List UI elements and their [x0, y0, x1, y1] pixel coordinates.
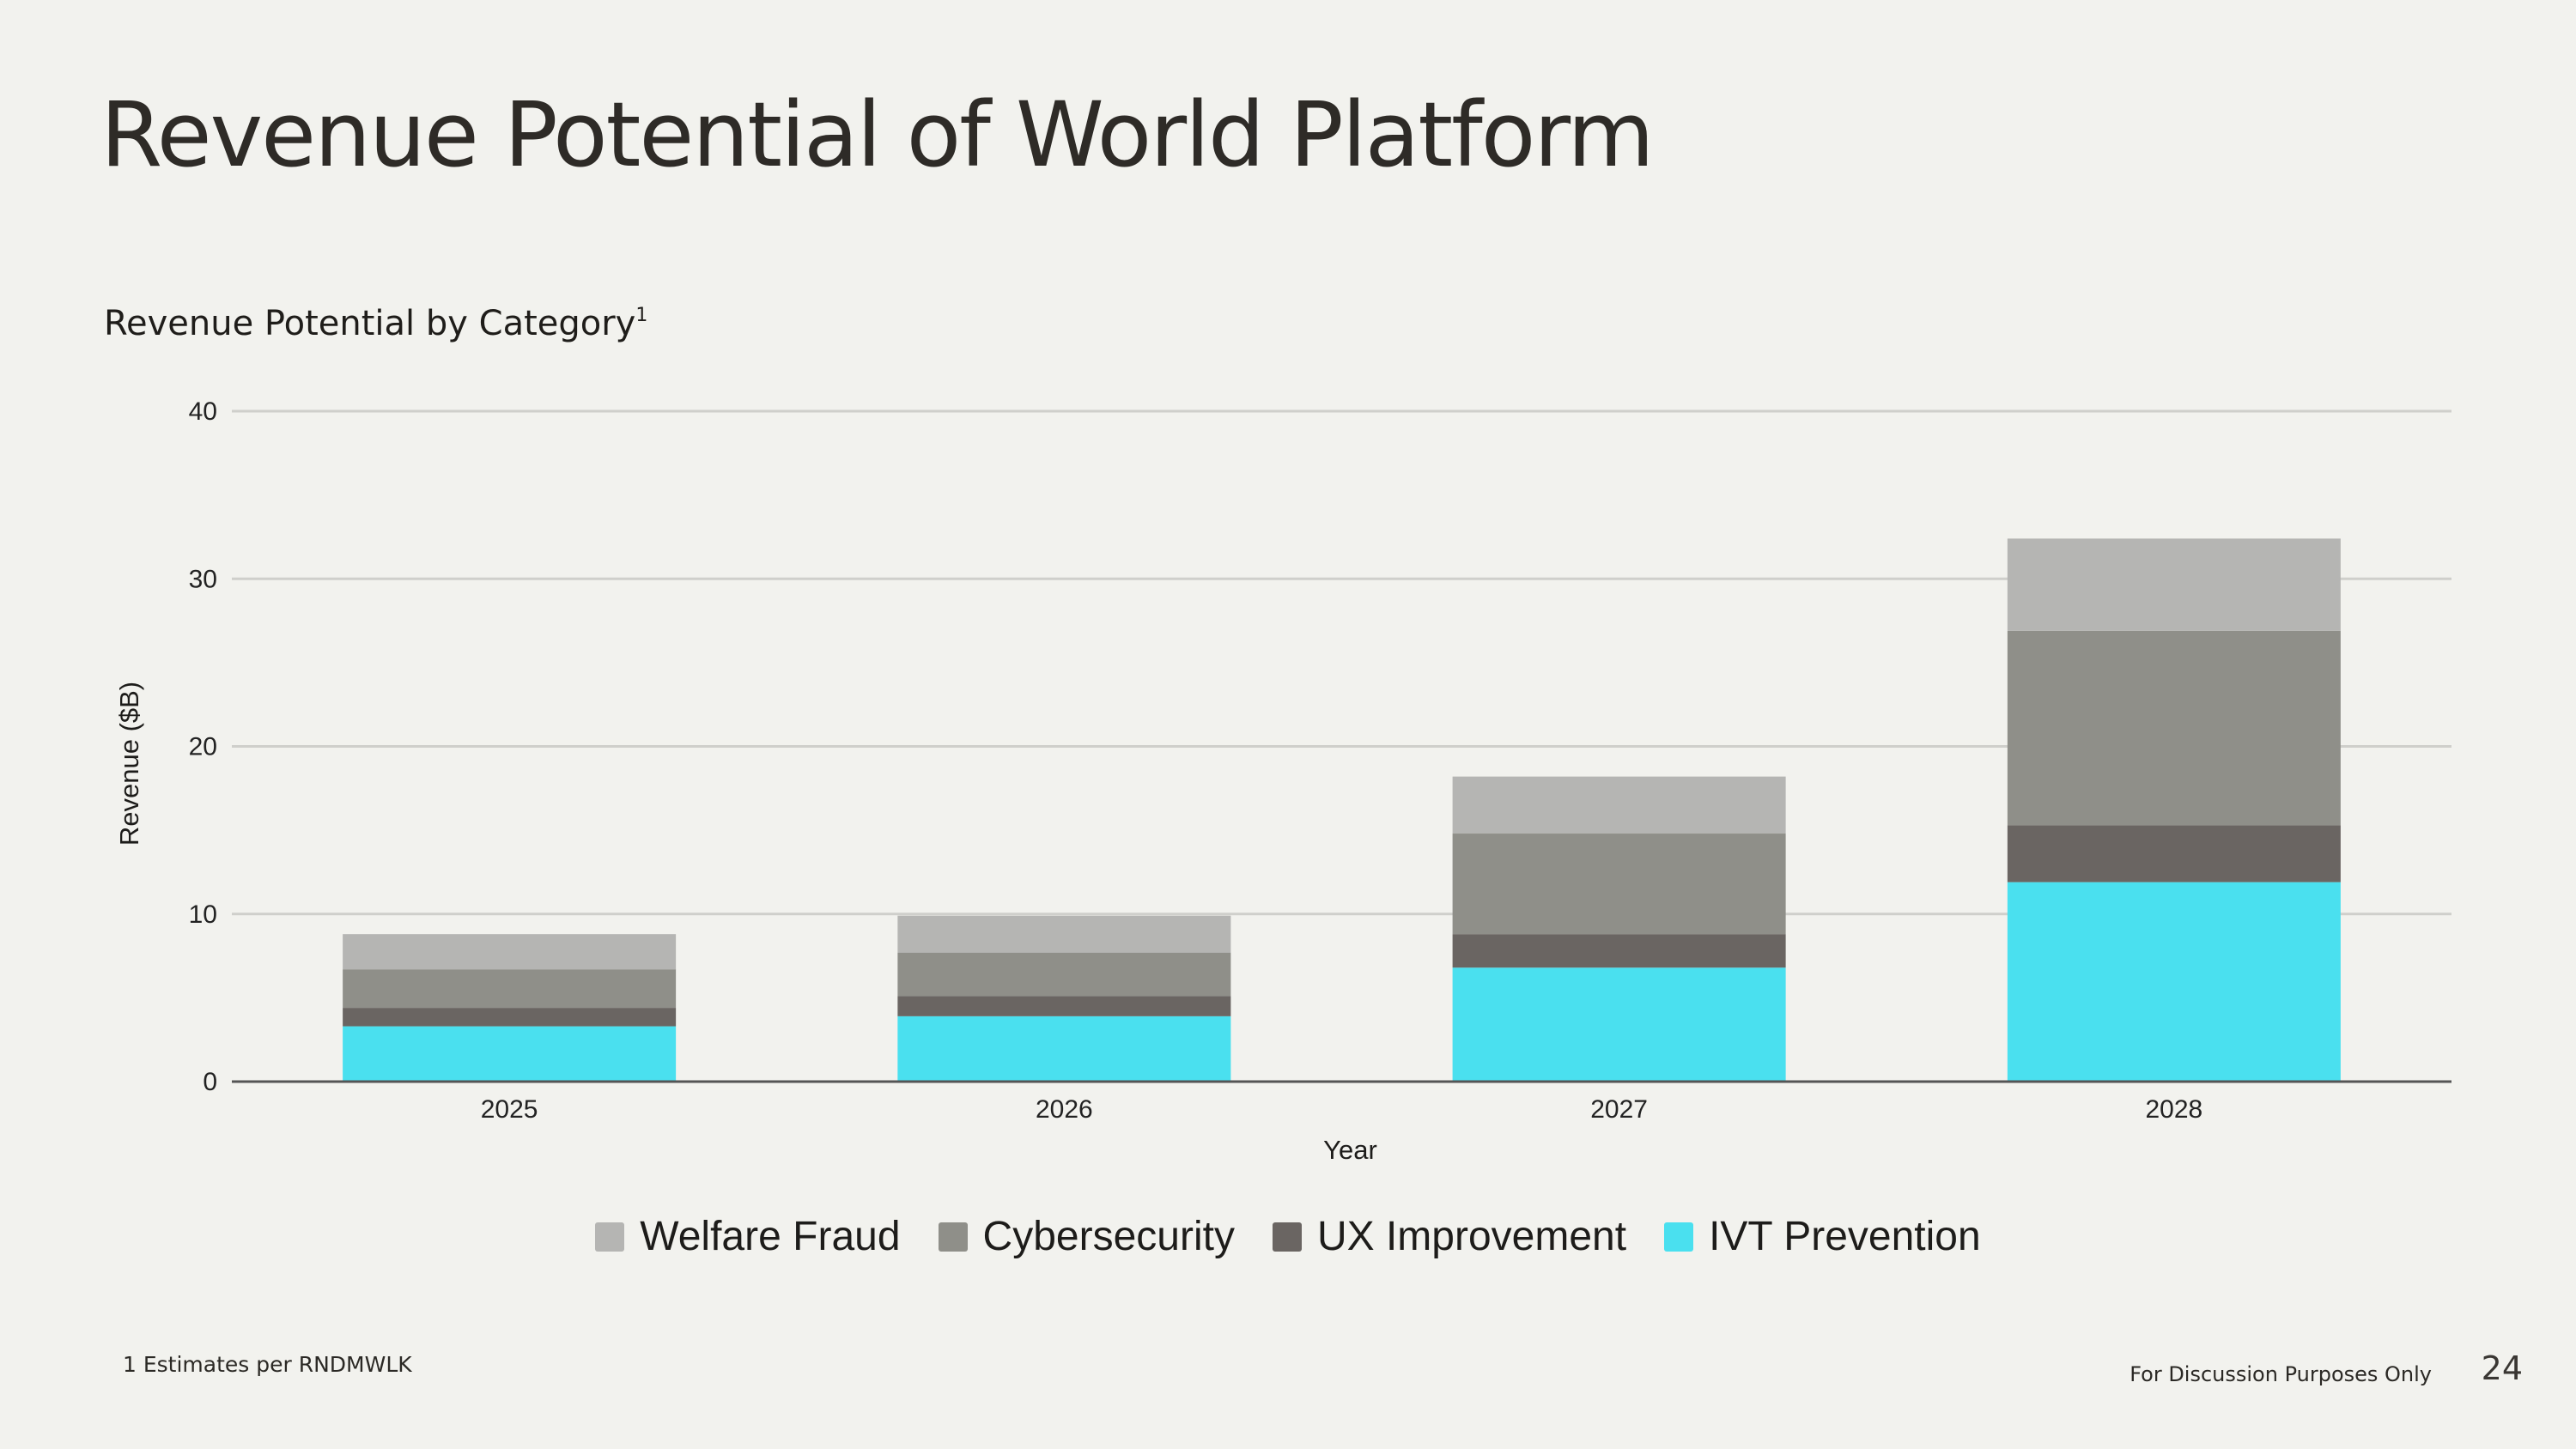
legend-label-ux-improvement: UX Improvement — [1316, 1214, 1627, 1259]
y-tick-label-0: 0 — [203, 1068, 217, 1096]
footnote-marker: 1 — [635, 305, 648, 326]
y-tick-label-10: 10 — [189, 900, 217, 929]
x-tick-label-2026: 2026 — [1036, 1095, 1093, 1124]
bar-2028-ivt-prevention — [2007, 882, 2341, 1082]
legend-item-ivt-prevention: IVT Prevention — [1664, 1213, 1981, 1260]
bar-2027-ux-improvement — [1452, 934, 1786, 968]
bar-2026-cybersecurity — [897, 952, 1231, 997]
x-tick-label-2028: 2028 — [2146, 1095, 2203, 1124]
legend-swatch-ux-improvement — [1272, 1222, 1302, 1252]
bar-2025-cybersecurity — [343, 969, 677, 1009]
page-number: 24 — [2481, 1349, 2523, 1387]
labels: 0 10 20 30 40 2025 2026 2027 2028 Year Revenue ($B… — [114, 397, 2202, 1165]
bar-2027-cybersecurity — [1452, 834, 1786, 935]
legend-label-cybersecurity: Cybersecurity — [982, 1214, 1235, 1259]
legend-swatch-ivt-prevention — [1664, 1222, 1694, 1252]
footnote: 1 Estimates per RNDMWLK — [123, 1352, 412, 1377]
legend-item-cybersecurity: Cybersecurity — [938, 1213, 1235, 1260]
chart-subtitle: Revenue Potential by Category1 — [104, 304, 647, 343]
bar-2026-welfare-fraud — [897, 915, 1231, 953]
chart-subtitle-text: Revenue Potential by Category — [104, 304, 636, 343]
x-tick-label-2025: 2025 — [481, 1095, 538, 1124]
legend-item-ux-improvement: UX Improvement — [1272, 1213, 1627, 1260]
bar-2025-ivt-prevention — [343, 1026, 677, 1082]
y-tick-label-40: 40 — [189, 397, 217, 426]
legend-label-welfare-fraud: Welfare Fraud — [640, 1214, 901, 1259]
bars — [343, 538, 2341, 1082]
slide-title: Revenue Potential of World Platform — [100, 82, 1655, 187]
footer-disclaimer: For Discussion Purposes Only — [2129, 1362, 2432, 1386]
bar-2025-ux-improvement — [343, 1008, 677, 1027]
chart-legend: Welfare Fraud Cybersecurity UX Improvement… — [0, 1213, 2576, 1260]
y-tick-label-30: 30 — [189, 565, 217, 593]
bar-2028-ux-improvement — [2007, 825, 2341, 882]
bar-2028-cybersecurity — [2007, 630, 2341, 826]
bar-2025-welfare-fraud — [343, 934, 677, 970]
bar-2026-ux-improvement — [897, 996, 1231, 1016]
bar-2028-welfare-fraud — [2007, 538, 2341, 631]
legend-swatch-welfare-fraud — [595, 1222, 625, 1252]
bar-2026-ivt-prevention — [897, 1016, 1231, 1082]
legend-swatch-cybersecurity — [938, 1222, 968, 1252]
x-axis-title: Year — [1323, 1135, 1377, 1165]
y-axis-title: Revenue ($B) — [114, 682, 144, 846]
legend-label-ivt-prevention: IVT Prevention — [1709, 1214, 1981, 1259]
y-tick-label-20: 20 — [189, 733, 217, 761]
bar-2027-welfare-fraud — [1452, 776, 1786, 834]
bar-2027-ivt-prevention — [1452, 967, 1786, 1082]
legend-item-welfare-fraud: Welfare Fraud — [595, 1213, 901, 1260]
x-tick-label-2027: 2027 — [1590, 1095, 1648, 1124]
